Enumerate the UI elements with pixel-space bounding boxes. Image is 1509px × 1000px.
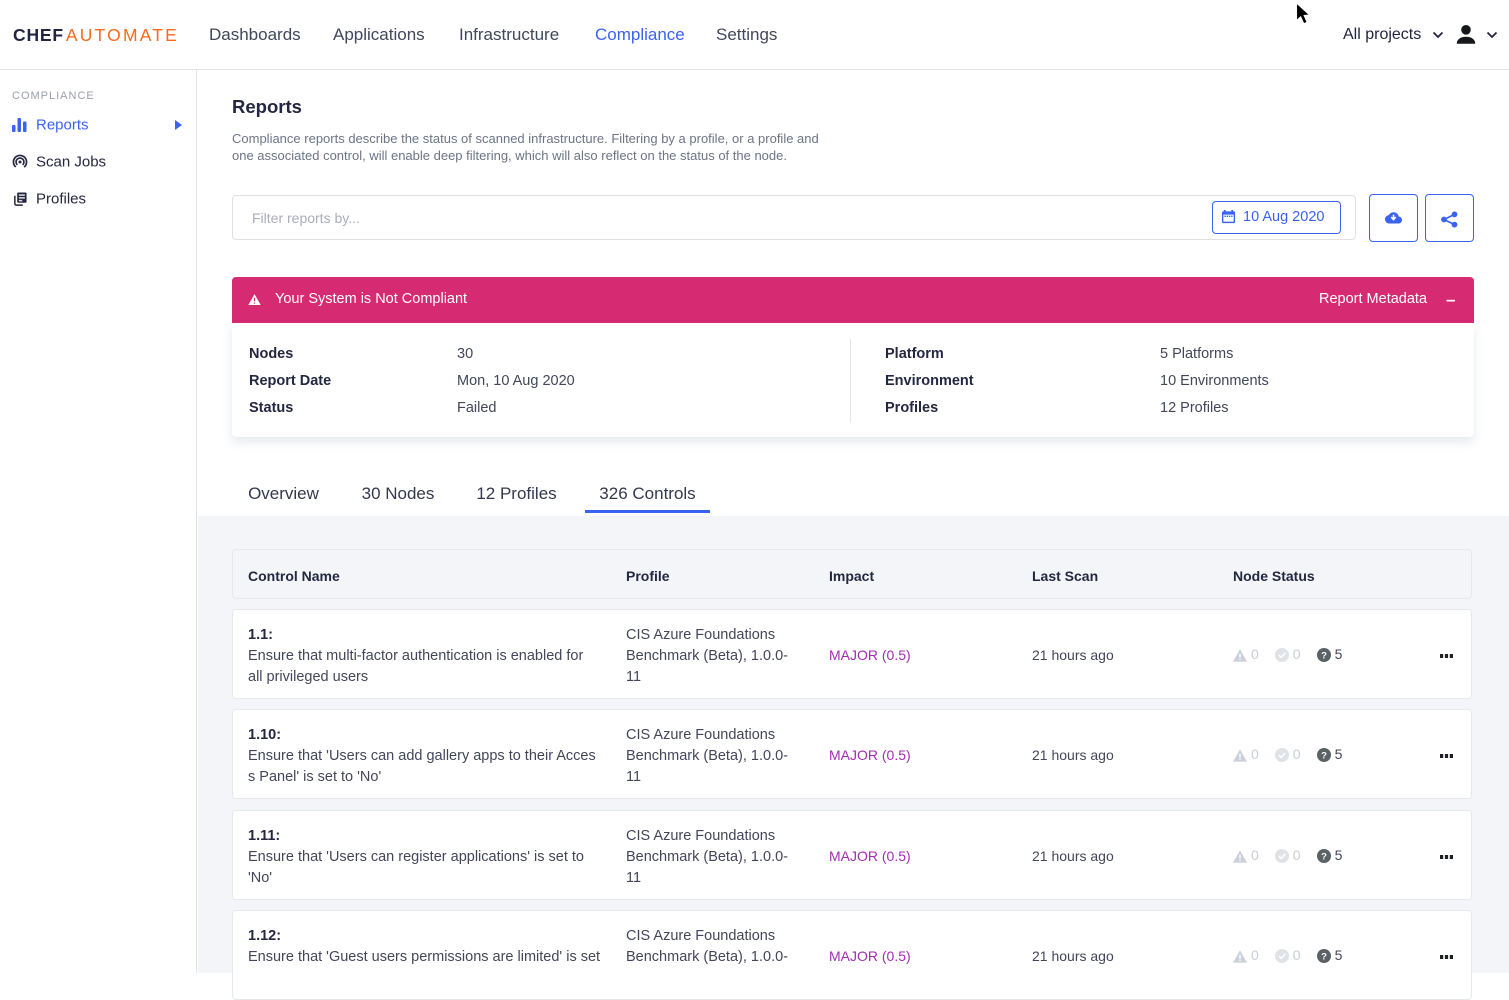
svg-text:?: ? bbox=[1321, 851, 1327, 862]
svg-text:?: ? bbox=[1321, 951, 1327, 962]
svg-text:?: ? bbox=[1321, 750, 1327, 761]
svg-text:?: ? bbox=[1321, 650, 1327, 661]
